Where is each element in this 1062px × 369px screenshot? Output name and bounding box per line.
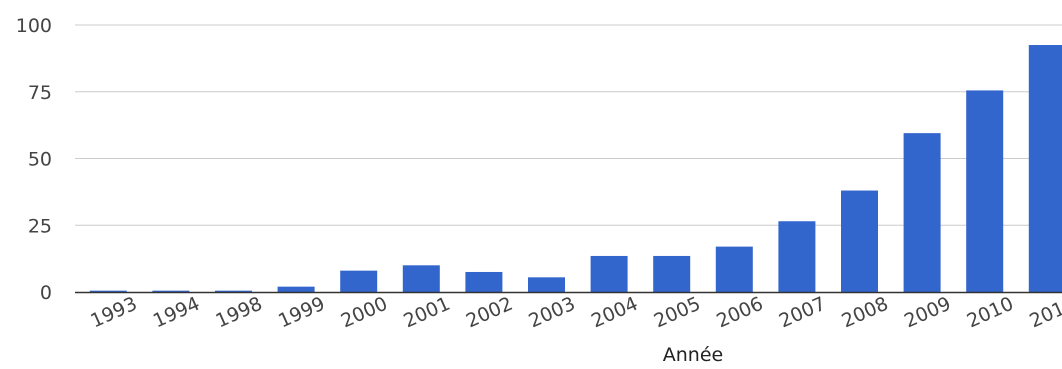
bar-2007 <box>778 221 816 292</box>
x-tick-label-1998: 1998 <box>212 293 265 333</box>
bar-2011 <box>1028 45 1062 293</box>
bar-2008 <box>841 190 878 292</box>
bar-2005 <box>653 255 691 292</box>
bar-1993 <box>89 290 127 292</box>
y-axis-tick-labels: 0 25 50 75 100 <box>16 15 52 304</box>
bar-1999 <box>277 286 315 292</box>
bar-2006 <box>715 246 753 292</box>
x-tick-label-2005: 2005 <box>651 293 704 333</box>
bar-2000 <box>340 270 378 292</box>
bar-2001 <box>402 265 440 292</box>
x-tick-label-2010: 2010 <box>964 293 1017 333</box>
bar-2003 <box>528 277 565 292</box>
gridlines <box>75 24 1062 226</box>
x-tick-label-2007: 2007 <box>776 293 829 333</box>
bar-1994 <box>152 290 190 292</box>
y-tick-label: 75 <box>28 82 52 104</box>
bar-2009 <box>903 133 941 292</box>
y-tick-label: 50 <box>28 149 52 171</box>
x-tick-label-2003: 2003 <box>525 293 578 333</box>
bar-2004 <box>590 255 628 292</box>
x-tick-label-2001: 2001 <box>400 293 453 333</box>
bars <box>89 45 1062 293</box>
x-tick-label-2009: 2009 <box>901 293 954 333</box>
x-tick-label-2002: 2002 <box>463 293 516 333</box>
x-tick-label-2004: 2004 <box>588 293 641 333</box>
x-tick-label-2011: 2011 <box>1026 293 1062 333</box>
x-tick-label-2006: 2006 <box>713 293 766 333</box>
y-tick-label: 100 <box>16 15 52 37</box>
x-tick-label-1999: 1999 <box>275 293 328 333</box>
bar-2002 <box>465 271 503 292</box>
x-axis-tick-labels: 1993 1994 1998 1999 2000 2001 2002 2003 2004 2005… <box>87 293 1062 333</box>
x-axis-title: Année <box>663 344 723 366</box>
bar-2010 <box>966 90 1004 292</box>
bar-1998 <box>215 290 252 292</box>
y-tick-label: 25 <box>28 215 52 237</box>
y-tick-label: 0 <box>40 282 52 304</box>
x-tick-label-2000: 2000 <box>338 293 391 333</box>
x-tick-label-2008: 2008 <box>838 293 891 333</box>
x-tick-label-1993: 1993 <box>87 293 140 333</box>
x-tick-label-1994: 1994 <box>150 293 203 333</box>
